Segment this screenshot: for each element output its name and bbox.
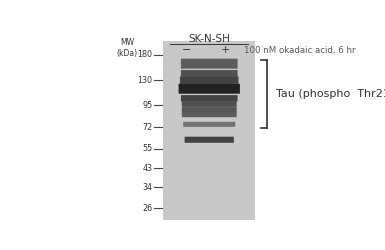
FancyBboxPatch shape	[179, 84, 240, 94]
Text: 180: 180	[137, 50, 152, 59]
Text: 72: 72	[142, 123, 152, 132]
FancyBboxPatch shape	[183, 122, 235, 127]
FancyBboxPatch shape	[180, 76, 239, 84]
Text: Tau (phospho  Thr217): Tau (phospho Thr217)	[276, 89, 385, 99]
Text: 55: 55	[142, 144, 152, 153]
FancyBboxPatch shape	[181, 95, 238, 102]
Text: 26: 26	[142, 204, 152, 213]
FancyBboxPatch shape	[182, 112, 237, 117]
Text: 100 nM okadaic acid, 6 hr: 100 nM okadaic acid, 6 hr	[244, 46, 355, 55]
Text: MW
(kDa): MW (kDa)	[117, 38, 138, 58]
Text: +: +	[221, 45, 231, 55]
FancyBboxPatch shape	[184, 137, 234, 143]
Text: 130: 130	[137, 76, 152, 85]
Bar	[163, 40, 256, 220]
FancyBboxPatch shape	[181, 70, 238, 76]
Text: 43: 43	[142, 164, 152, 173]
Text: 95: 95	[142, 101, 152, 110]
FancyBboxPatch shape	[182, 107, 237, 113]
Text: SK-N-SH: SK-N-SH	[188, 34, 230, 44]
Text: 34: 34	[142, 182, 152, 192]
FancyBboxPatch shape	[182, 101, 237, 107]
FancyBboxPatch shape	[181, 59, 238, 69]
Text: −: −	[181, 45, 191, 55]
